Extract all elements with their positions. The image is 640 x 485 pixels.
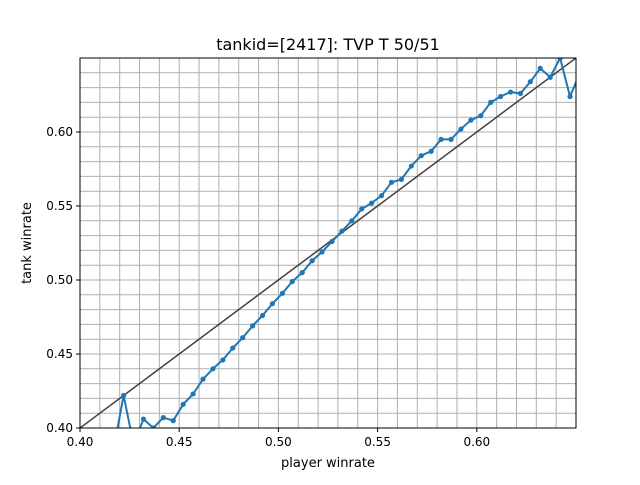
data-point <box>478 113 484 119</box>
data-point <box>309 258 315 264</box>
data-point <box>388 179 395 185</box>
data-point <box>329 238 335 245</box>
data-point <box>577 70 582 75</box>
data-point <box>180 401 186 407</box>
x-tick-label: 0.60 <box>463 435 490 449</box>
data-point <box>557 58 563 61</box>
y-tick-label: 0.40 <box>46 421 73 435</box>
data-point <box>259 312 266 319</box>
y-tick-label: 0.50 <box>46 273 73 287</box>
data-point <box>537 65 543 71</box>
data-point <box>131 442 136 447</box>
data-point <box>408 163 414 169</box>
data-point <box>121 392 127 399</box>
data-point <box>170 418 176 424</box>
data-point <box>150 425 157 428</box>
data-point <box>488 99 494 105</box>
data-point <box>378 193 385 199</box>
x-tick-label: 0.45 <box>166 435 193 449</box>
data-point <box>339 228 345 234</box>
data-point <box>289 278 295 285</box>
data-point <box>369 200 375 206</box>
data-point <box>250 323 256 329</box>
data-point <box>428 148 434 154</box>
data-point <box>240 335 246 341</box>
data-point <box>210 366 216 372</box>
data-point <box>220 357 226 363</box>
data-point <box>160 415 166 421</box>
y-axis-label: tank winrate <box>20 202 35 284</box>
data-point <box>398 176 405 182</box>
data-point <box>438 136 444 142</box>
grid <box>79 57 577 429</box>
data-point <box>567 93 573 100</box>
x-tick-label: 0.50 <box>265 435 292 449</box>
ticks: 0.40 0.45 0.50 0.55 0.60 0.40 0.45 0.50 0.55 0.60 <box>46 125 490 449</box>
data-point <box>527 79 533 85</box>
y-tick-label: 0.60 <box>46 125 73 139</box>
data-point <box>200 376 206 382</box>
data-point <box>230 345 236 351</box>
data-point <box>448 136 454 142</box>
data-point <box>190 391 196 397</box>
data-point <box>468 117 474 123</box>
data-point <box>458 126 464 132</box>
data-point <box>140 416 147 422</box>
chart-title: tankid=[2417]: TVP T 50/51 <box>216 35 440 54</box>
plot-frame <box>79 57 577 429</box>
data-point <box>299 270 305 276</box>
data-point <box>418 153 424 159</box>
x-tick-label: 0.40 <box>67 435 94 449</box>
data-point <box>269 301 276 307</box>
x-axis-label: player winrate <box>281 456 375 471</box>
data-point <box>349 218 355 224</box>
reference-line <box>80 58 576 428</box>
data-point <box>547 74 553 80</box>
data-point <box>517 90 524 97</box>
x-tick-label: 0.55 <box>364 435 391 449</box>
data-point <box>507 89 514 95</box>
data-point <box>111 446 116 451</box>
series-layer <box>80 58 582 451</box>
y-tick-label: 0.55 <box>46 199 73 213</box>
data-point <box>359 206 365 212</box>
data-point <box>498 93 504 100</box>
data-point <box>319 249 325 255</box>
y-tick-label: 0.45 <box>46 347 73 361</box>
data-point <box>279 290 285 296</box>
